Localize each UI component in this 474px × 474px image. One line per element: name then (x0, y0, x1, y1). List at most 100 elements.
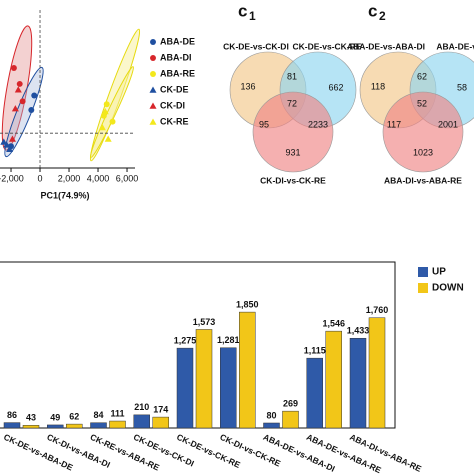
value-label: 269 (283, 399, 298, 409)
x-tick-label: ABA-DE-vs-ABA-DI (262, 432, 337, 474)
bar (220, 347, 237, 429)
legend-marker (149, 86, 157, 93)
legend-label: CK-DI (160, 100, 185, 110)
panel-index: 2 (379, 9, 386, 23)
pca-ellipses (1, 25, 141, 162)
point (19, 98, 26, 105)
legend-marker (150, 55, 156, 61)
value-label: 84 (93, 410, 103, 420)
value-label: 1,115 (304, 346, 326, 356)
legend-label: ABA-DE (160, 36, 195, 46)
value-label: 1,850 (236, 299, 259, 309)
value-label: 1,433 (347, 326, 370, 336)
x-tick-label: 6,000 (116, 173, 139, 183)
bar (152, 416, 169, 429)
point (100, 112, 107, 119)
set-label: ABA-DE-vs-ABA-RE (436, 41, 474, 51)
bar (109, 420, 126, 429)
bar (66, 423, 83, 429)
bar (368, 317, 386, 429)
point (103, 101, 110, 108)
bar (22, 425, 40, 429)
legend-label: CK-RE (160, 116, 189, 126)
value-label: 210 (134, 402, 149, 412)
panel-label: c (238, 1, 247, 20)
region-count: 117 (387, 119, 401, 129)
legend-label: UP (432, 267, 446, 278)
region-count: 52 (417, 98, 427, 108)
region-count: 931 (285, 147, 300, 157)
region-count: 72 (287, 98, 297, 108)
bar (47, 424, 64, 429)
region-count: 81 (287, 71, 297, 81)
panel-index: 1 (249, 9, 256, 23)
ellipse (90, 66, 134, 158)
value-label: 174 (153, 404, 168, 414)
bar (282, 410, 299, 429)
bar (176, 347, 194, 429)
legend-label: DOWN (432, 283, 464, 294)
legend-marker (149, 118, 157, 125)
venn-set (252, 91, 334, 173)
point (16, 80, 23, 87)
bar (133, 414, 150, 429)
region-count: 2001 (438, 119, 458, 129)
set-label: CK-DE-vs-CK-DI (223, 41, 289, 51)
x-tick-label: 0 (38, 173, 43, 183)
region-count: 95 (259, 119, 269, 129)
region-count: 118 (371, 81, 385, 91)
point (28, 107, 35, 113)
point (8, 135, 16, 142)
region-count: 58 (457, 82, 467, 92)
bar (195, 329, 213, 429)
legend-label: ABA-RE (160, 68, 195, 78)
x-tick-label: 4,000 (87, 173, 110, 183)
point (104, 135, 112, 142)
value-label: 1,573 (193, 317, 216, 327)
legend-marker (149, 102, 157, 109)
point (10, 65, 17, 71)
bar (306, 357, 323, 429)
legend-label: CK-DE (160, 84, 189, 94)
bar (90, 422, 107, 429)
region-count: 2233 (308, 119, 328, 129)
point (31, 92, 38, 99)
x-tick-label: ABA-DE-vs-ABA-RE (305, 432, 383, 474)
region-count: 662 (328, 82, 343, 92)
point (14, 86, 22, 93)
value-label: 1,281 (217, 335, 240, 345)
legend-marker (418, 267, 428, 277)
set-label: CK-DE-vs-CK-RE (293, 41, 362, 51)
bar (263, 422, 280, 429)
value-label: 49 (50, 412, 60, 422)
region-count: 136 (240, 81, 255, 91)
bar (325, 330, 342, 429)
x-axis-label: PC1(74.9%) (40, 190, 89, 200)
point (0, 138, 8, 145)
legend-label: ABA-DI (160, 52, 192, 62)
bar (239, 311, 256, 429)
x-tick-label: ABA-DI-vs-ABA-RE (348, 432, 423, 474)
value-label: 111 (110, 408, 124, 418)
value-label: 1,275 (174, 336, 197, 346)
ellipse (1, 25, 33, 151)
bar (349, 337, 367, 429)
value-label: 1,760 (366, 305, 389, 315)
point (11, 105, 19, 112)
panel-label: c (368, 1, 377, 20)
region-count: 1023 (413, 147, 433, 157)
bar (3, 422, 21, 429)
set-label: CK-DI-vs-CK-RE (260, 175, 326, 185)
point (101, 107, 109, 115)
value-label: 43 (26, 413, 36, 423)
x-tick-label: -2,000 (0, 173, 24, 183)
value-label: 86 (7, 410, 17, 420)
value-label: 1,546 (322, 319, 345, 329)
venn-set (382, 91, 464, 173)
point (6, 145, 14, 152)
legend-marker (150, 71, 156, 77)
point (98, 123, 106, 131)
set-label: ABA-DI-vs-ABA-RE (384, 175, 462, 185)
set-label: ABA-DE-vs-ABA-DI (347, 41, 425, 51)
